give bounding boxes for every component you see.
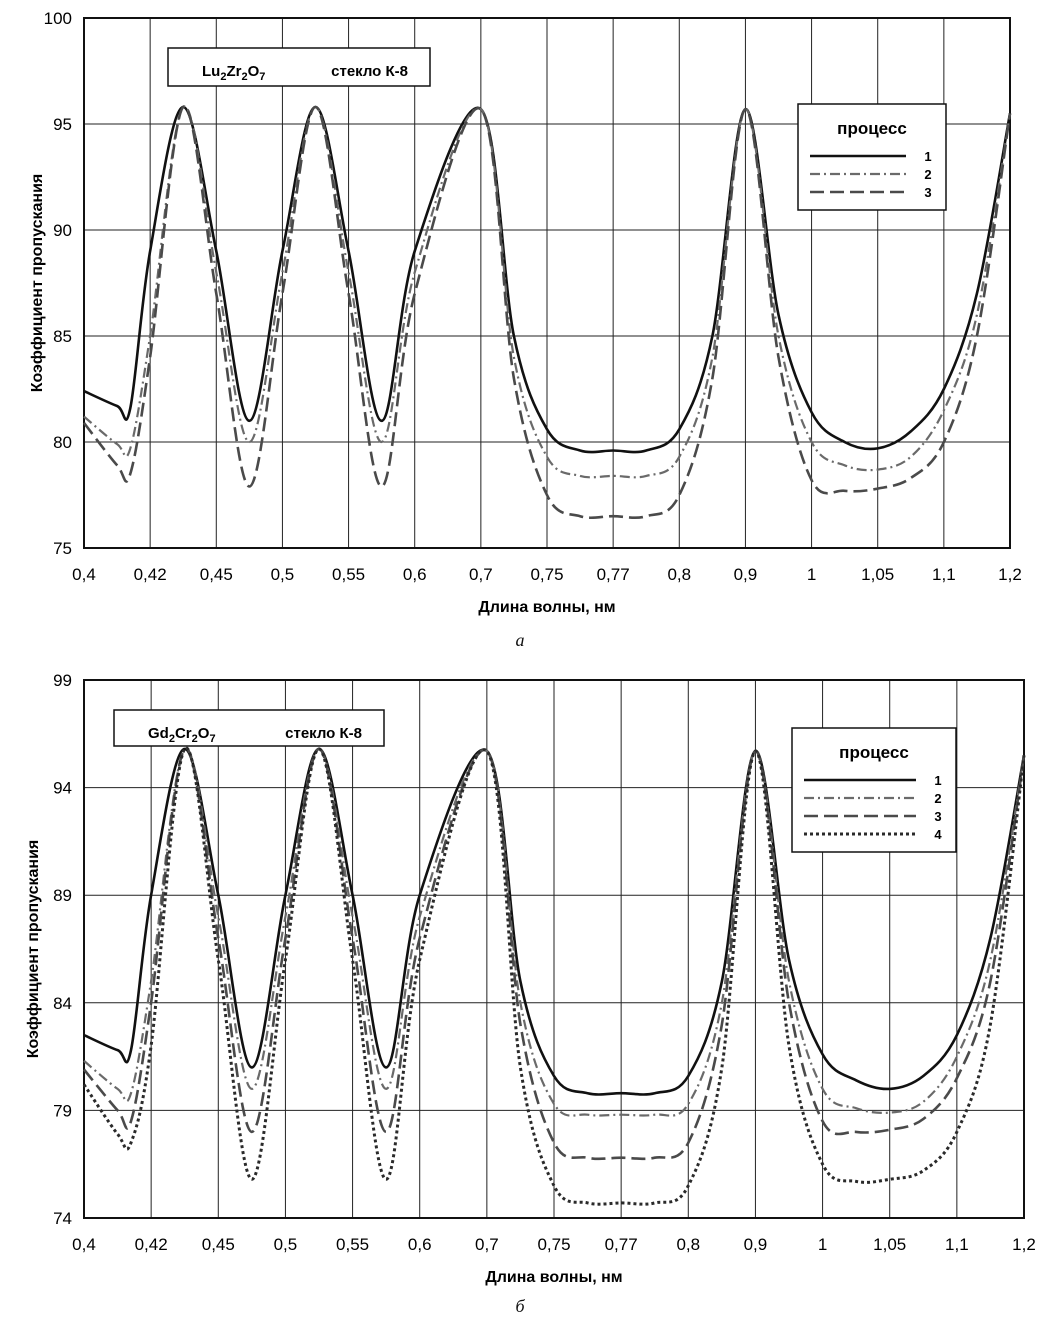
y-tick-label: 95 bbox=[53, 115, 72, 134]
chart-b: 74 79 84 89 94 99 0,4 0,42 0,45 0,5 0,55 0,6 0,7 0,75… bbox=[25, 671, 1036, 1286]
y-axis-label: Коэффициент пропускания bbox=[29, 174, 46, 393]
x-tick-label: 0,45 bbox=[202, 1235, 235, 1254]
x-tick-label: 0,8 bbox=[667, 565, 691, 584]
x-axis-label: Длина волны, нм bbox=[478, 599, 615, 616]
legend-title: процесс bbox=[839, 743, 909, 762]
caption-a: а bbox=[515, 630, 525, 650]
legend-label-2: 2 bbox=[934, 791, 941, 806]
x-tick-label: 0,42 bbox=[135, 1235, 168, 1254]
annotation-box bbox=[167, 47, 431, 87]
legend-label-1: 1 bbox=[924, 149, 931, 164]
series-3-line bbox=[82, 747, 1026, 1161]
y-axis-label: Коэффициент пропускания bbox=[25, 840, 42, 1059]
y-tick-label: 79 bbox=[53, 1101, 72, 1120]
x-tick-label: 1,2 bbox=[998, 565, 1022, 584]
legend-label-4: 4 bbox=[934, 827, 942, 842]
legend-label-3: 3 bbox=[934, 809, 941, 824]
x-tick-label: 0,42 bbox=[134, 565, 167, 584]
y-tick-label: 84 bbox=[53, 994, 72, 1013]
x-tick-label: 1,1 bbox=[945, 1235, 969, 1254]
x-tick-label: 0,7 bbox=[475, 1235, 499, 1254]
annotation-formula: Lu2Zr2O7 bbox=[202, 63, 265, 83]
x-tick-label: 0,9 bbox=[734, 565, 758, 584]
x-tick-label: 0,4 bbox=[72, 565, 96, 584]
y-tick-label: 94 bbox=[53, 779, 72, 798]
x-tick-label: 0,77 bbox=[597, 565, 630, 584]
series-1-line bbox=[83, 105, 1012, 454]
x-tick-label: 0,5 bbox=[271, 565, 295, 584]
series-3-line bbox=[82, 105, 1012, 520]
x-tick-label: 0,55 bbox=[336, 1235, 369, 1254]
y-tick-label: 99 bbox=[53, 671, 72, 690]
annotation-box bbox=[113, 709, 385, 747]
x-tick-label: 1,2 bbox=[1012, 1235, 1036, 1254]
legend-label-3: 3 bbox=[924, 185, 931, 200]
annotation-text: стекло К-8 bbox=[331, 63, 408, 80]
x-tick-label: 0,77 bbox=[605, 1235, 638, 1254]
x-tick-label: 0,75 bbox=[537, 1235, 570, 1254]
annotation-text: стекло К-8 bbox=[285, 725, 362, 742]
x-tick-label: 0,9 bbox=[744, 1235, 768, 1254]
x-tick-label: 0,5 bbox=[274, 1235, 298, 1254]
y-tick-label: 89 bbox=[53, 886, 72, 905]
x-axis-label: Длина волны, нм bbox=[485, 1269, 622, 1286]
x-tick-label: 0,45 bbox=[200, 565, 233, 584]
x-tick-label: 0,7 bbox=[469, 565, 493, 584]
series-1-line bbox=[83, 747, 1026, 1096]
chart-a: 75 80 85 90 95 100 0,4 0,42 0,45 0,5 0,55 0,6 0,7 0,7… bbox=[29, 9, 1022, 616]
x-tick-label: 1 bbox=[807, 565, 816, 584]
y-tick-label: 80 bbox=[53, 433, 72, 452]
plot-frame bbox=[83, 17, 1011, 549]
series-4-line bbox=[82, 746, 1026, 1206]
x-tick-label: 1,1 bbox=[932, 565, 956, 584]
y-tick-label: 75 bbox=[53, 539, 72, 558]
legend-title: процесс bbox=[837, 119, 907, 138]
plot-frame bbox=[83, 679, 1025, 1219]
x-tick-label: 0,55 bbox=[332, 565, 365, 584]
x-tick-label: 0,4 bbox=[72, 1235, 96, 1254]
legend-label-2: 2 bbox=[924, 167, 931, 182]
x-tick-label: 0,8 bbox=[676, 1235, 700, 1254]
y-tick-label: 90 bbox=[53, 221, 72, 240]
x-tick-label: 1,05 bbox=[873, 1235, 906, 1254]
x-tick-label: 0,6 bbox=[403, 565, 427, 584]
caption-b: б bbox=[515, 1296, 525, 1316]
y-tick-label: 74 bbox=[53, 1209, 72, 1228]
annotation-formula: Gd2Cr2O7 bbox=[148, 725, 216, 745]
y-tick-label: 100 bbox=[44, 9, 72, 28]
x-tick-label: 0,6 bbox=[408, 1235, 432, 1254]
legend-label-1: 1 bbox=[934, 773, 941, 788]
x-tick-label: 1,05 bbox=[861, 565, 894, 584]
series-2-line bbox=[83, 747, 1026, 1117]
x-tick-label: 0,75 bbox=[530, 565, 563, 584]
x-tick-label: 1 bbox=[818, 1235, 827, 1254]
legend-box bbox=[791, 727, 957, 853]
y-tick-label: 85 bbox=[53, 327, 72, 346]
